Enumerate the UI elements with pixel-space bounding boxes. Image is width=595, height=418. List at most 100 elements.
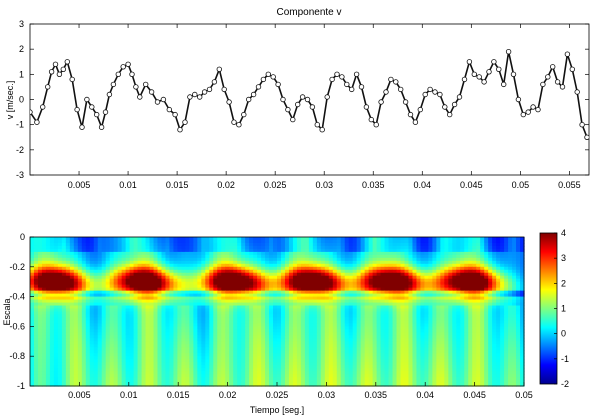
heatmap-cell	[93, 341, 99, 345]
heatmap-cell	[117, 266, 123, 271]
heatmap-cell	[384, 347, 390, 351]
heatmap-cell	[265, 245, 270, 250]
heatmap-cell	[77, 263, 83, 268]
heatmap-cell	[516, 344, 521, 348]
heatmap-cell	[137, 269, 143, 274]
heatmap-cell	[312, 254, 318, 259]
heatmap-cell	[424, 275, 429, 280]
heatmap-cell	[508, 266, 513, 271]
heatmap-cell	[320, 323, 326, 327]
heatmap-cell	[284, 320, 290, 325]
heatmap-cell	[201, 299, 206, 304]
heatmap-cell	[30, 296, 35, 301]
heatmap-cell	[117, 314, 123, 319]
heatmap-cell	[201, 326, 206, 330]
heatmap-cell	[328, 311, 334, 316]
heatmap-cell	[277, 323, 282, 327]
heatmap-cell	[436, 287, 441, 292]
heatmap-cell	[500, 311, 505, 316]
heatmap-cell	[360, 326, 366, 330]
heatmap-cell	[189, 248, 194, 253]
heatmap-cell	[237, 338, 242, 342]
heatmap-cell	[205, 278, 210, 283]
heatmap-cell	[145, 272, 151, 277]
heatmap-cell	[49, 272, 55, 277]
heatmap-cell	[145, 248, 151, 253]
heatmap-cell	[185, 329, 190, 333]
heatmap-cell	[500, 302, 505, 307]
heatmap-cell	[129, 320, 135, 325]
heatmap-cell	[368, 323, 374, 327]
heatmap-cell	[93, 275, 99, 280]
heatmap-cell	[404, 260, 410, 265]
heatmap-cell	[265, 299, 270, 304]
heatmap-cell	[332, 311, 338, 316]
heatmap-cell	[97, 332, 103, 336]
data-point	[564, 51, 571, 57]
heatmap-cell	[488, 251, 493, 256]
heatmap-cell	[348, 242, 354, 247]
heatmap-cell	[312, 275, 318, 280]
heatmap-cell	[193, 284, 198, 289]
heatmap-cell	[241, 326, 246, 330]
heatmap-cell	[424, 338, 429, 342]
heatmap-cell	[444, 317, 449, 322]
heatmap-cell	[85, 281, 91, 286]
heatmap-cell	[296, 263, 302, 268]
heatmap-cell	[197, 293, 202, 298]
heatmap-cell	[141, 245, 147, 250]
heatmap-cell	[193, 314, 198, 319]
heatmap-cell	[137, 347, 143, 351]
heatmap-cell	[432, 311, 437, 316]
heatmap-cell	[273, 275, 278, 280]
heatmap-cell	[49, 257, 55, 262]
heatmap-cell	[249, 254, 254, 259]
heatmap-cell	[328, 326, 334, 330]
heatmap-cell	[376, 299, 382, 304]
heatmap-cell	[432, 326, 437, 330]
heatmap-cell	[344, 305, 350, 310]
heatmap-cell	[193, 302, 198, 307]
heatmap-cell	[516, 254, 521, 259]
heatmap-cell	[69, 272, 75, 277]
heatmap-cell	[269, 323, 274, 327]
heatmap-cell	[277, 245, 282, 250]
heatmap-cell	[476, 272, 481, 277]
heatmap-cell	[360, 248, 366, 253]
heatmap-cell	[412, 293, 418, 298]
x-tick-label: 0.05	[512, 180, 530, 190]
heatmap-cell	[412, 299, 418, 304]
heatmap-cell	[396, 287, 402, 292]
heatmap-cell	[37, 257, 43, 262]
heatmap-cell	[33, 302, 39, 307]
heatmap-cell	[101, 278, 107, 283]
heatmap-cell	[73, 350, 79, 354]
heatmap-cell	[376, 293, 382, 298]
heatmap-cell	[73, 347, 79, 351]
heatmap-cell	[273, 239, 278, 244]
heatmap-cell	[205, 290, 210, 295]
heatmap-cell	[336, 335, 342, 339]
heatmap-cell	[101, 266, 107, 271]
heatmap-cell	[388, 323, 394, 327]
heatmap-cell	[460, 242, 465, 247]
heatmap-cell	[492, 335, 497, 339]
heatmap-cell	[273, 242, 278, 247]
heatmap-cell	[141, 281, 147, 286]
heatmap-cell	[105, 263, 111, 268]
heatmap-cell	[249, 323, 254, 327]
heatmap-cell	[277, 335, 282, 339]
heatmap-cell	[233, 290, 238, 295]
heatmap-cell	[440, 341, 445, 345]
heatmap-cell	[332, 266, 338, 271]
heatmap-cell	[269, 296, 274, 301]
heatmap-cell	[392, 329, 398, 333]
heatmap-cell	[428, 326, 433, 330]
heatmap-cell	[53, 302, 59, 307]
heatmap-cell	[65, 314, 71, 319]
heatmap-cell	[97, 296, 103, 301]
heatmap-cell	[356, 329, 362, 333]
heatmap-cell	[141, 317, 147, 322]
heatmap-cell	[384, 323, 390, 327]
heatmap-cell	[253, 299, 258, 304]
